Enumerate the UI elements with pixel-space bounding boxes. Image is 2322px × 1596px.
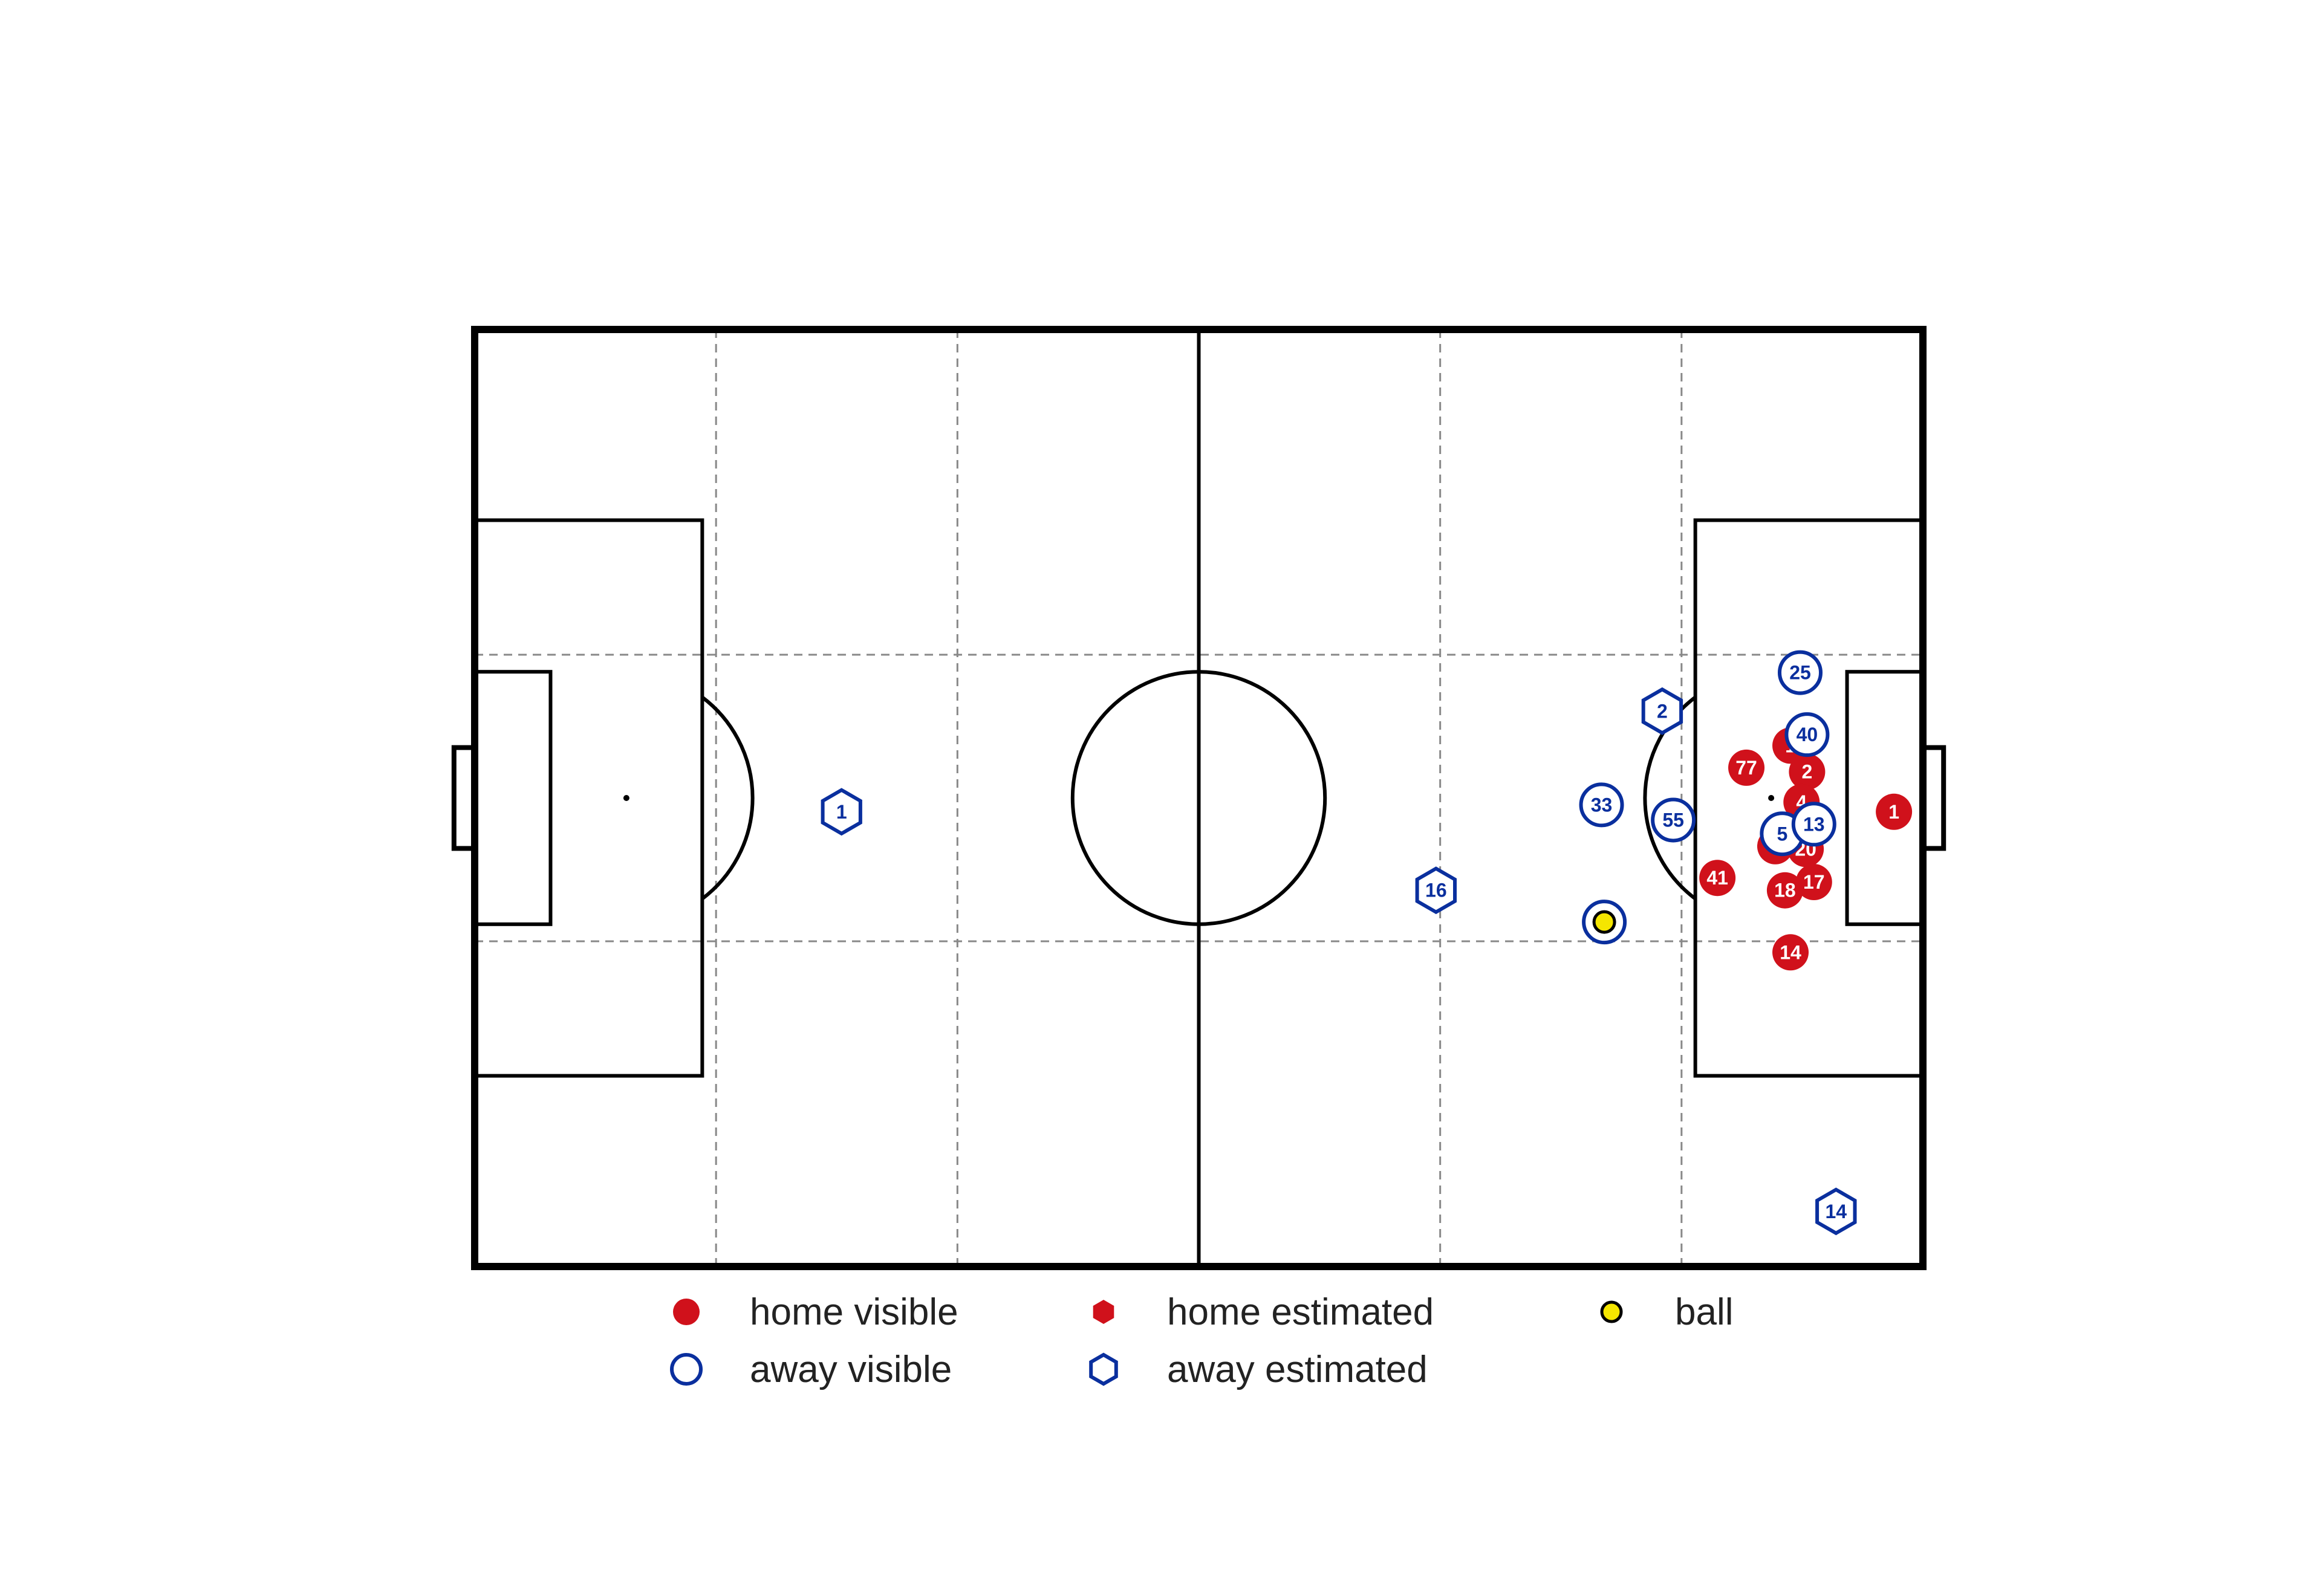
player-markers: 1771242201718411412161425403355513 xyxy=(821,650,1913,1236)
away-estimated-marker xyxy=(821,788,862,836)
away-player-marker xyxy=(1579,782,1624,828)
goal-right xyxy=(1920,745,1946,851)
legend-label-away-estimated: away estimated xyxy=(1167,1348,1428,1390)
away-player-marker xyxy=(1784,712,1830,757)
home-player-label: 14 xyxy=(1780,941,1801,963)
away-estimated-hexagon-icon xyxy=(1082,1348,1125,1390)
home-player-label: 77 xyxy=(1735,757,1757,779)
legend-away-estimated: away estimated xyxy=(1082,1345,1428,1393)
home-player-marker xyxy=(1699,860,1736,897)
ball-marker xyxy=(1592,910,1616,934)
penalty-spot-left xyxy=(623,795,629,801)
home-player-label: 1 xyxy=(1888,801,1899,823)
legend-home-visible: home visible xyxy=(665,1288,958,1336)
home-player-label: 41 xyxy=(1706,867,1728,889)
goal-area-left xyxy=(473,670,553,926)
home-player-marker xyxy=(1772,934,1809,971)
away-player-marker xyxy=(1791,802,1836,847)
away-estimated-marker xyxy=(1815,1187,1857,1236)
away-player-label: 25 xyxy=(1789,662,1811,684)
legend-label-home-visible: home visible xyxy=(750,1291,958,1333)
ball-icon xyxy=(1590,1291,1633,1333)
away-estimated-label: 16 xyxy=(1425,880,1447,901)
legend-label-home-estimated: home estimated xyxy=(1167,1291,1434,1333)
penalty-area-left xyxy=(473,518,704,1078)
home-player-label: 2 xyxy=(1802,761,1813,783)
home-visible-circle-icon xyxy=(665,1291,707,1333)
away-player-label: 5 xyxy=(1777,823,1787,845)
legend-away-visible: away visible xyxy=(665,1345,952,1393)
home-player-marker xyxy=(1766,872,1803,909)
legend-label-away-visible: away visible xyxy=(750,1348,952,1390)
away-estimated-label: 1 xyxy=(836,801,847,823)
away-player-label: 33 xyxy=(1591,794,1613,816)
home-player-label: 18 xyxy=(1774,880,1796,901)
legend-label-ball: ball xyxy=(1675,1291,1734,1333)
home-player-marker xyxy=(1789,753,1826,790)
home-estimated-hexagon-icon xyxy=(1082,1291,1125,1333)
away-estimated-marker xyxy=(1415,866,1457,915)
home-player-marker xyxy=(1728,749,1765,786)
pitch-lines xyxy=(451,326,1946,1270)
home-player-label: 17 xyxy=(1803,871,1825,893)
legend: home visible home estimated ball away vi… xyxy=(665,1288,1814,1409)
legend-home-estimated: home estimated xyxy=(1082,1288,1434,1336)
legend-ball: ball xyxy=(1590,1288,1734,1336)
home-player-marker xyxy=(1795,864,1832,901)
away-player-label: 13 xyxy=(1803,813,1825,835)
penalty-spot-right xyxy=(1768,795,1775,801)
goal-left xyxy=(451,745,477,851)
away-player-label: 40 xyxy=(1797,724,1818,745)
centre-circle xyxy=(1070,670,1327,926)
away-player-marker xyxy=(1651,797,1696,843)
away-player-marker xyxy=(1777,650,1823,695)
away-player-label: 55 xyxy=(1662,809,1684,831)
away-estimated-label: 2 xyxy=(1657,700,1668,722)
away-visible-circle-icon xyxy=(665,1348,707,1390)
penalty-arc-left xyxy=(701,695,755,901)
away-estimated-marker xyxy=(1641,687,1683,735)
home-player-marker xyxy=(1876,793,1913,830)
away-estimated-label: 14 xyxy=(1826,1201,1847,1222)
